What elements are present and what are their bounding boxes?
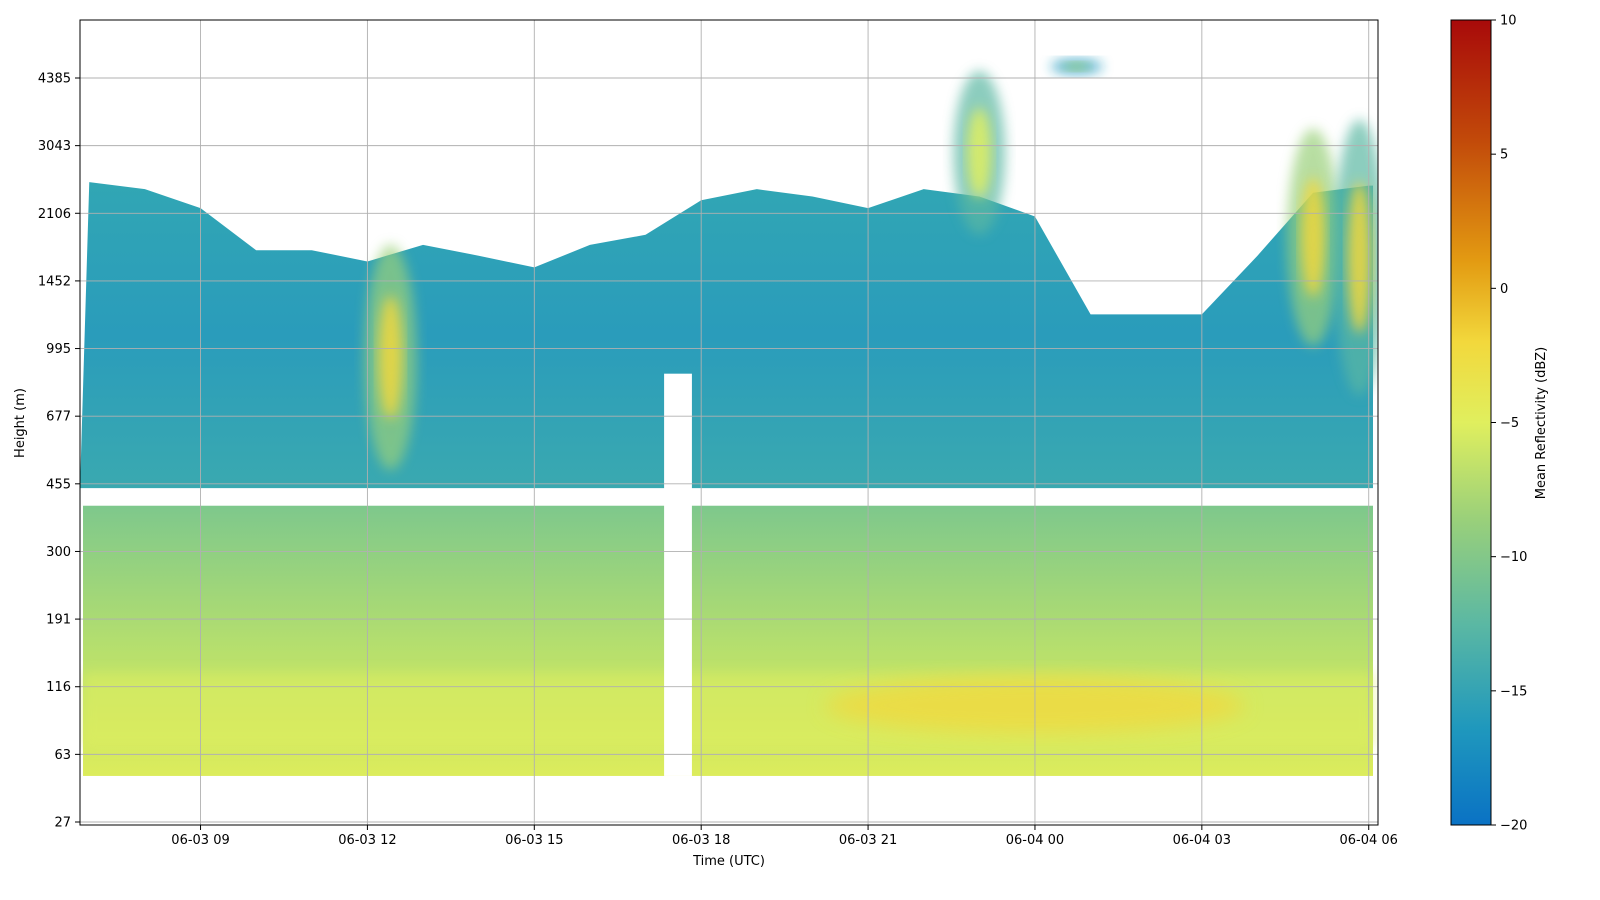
x-tick-label: 06-03 15 — [505, 833, 563, 848]
feature-core — [1301, 177, 1326, 298]
y-tick-label: 3043 — [38, 139, 71, 154]
colorbar-tick-label: −20 — [1500, 819, 1527, 834]
x-axis-ticks: 06-03 09 06-03 12 06-03 15 06-03 18 06-03 21… — [171, 825, 1398, 848]
x-tick-label: 06-03 21 — [839, 833, 897, 848]
y-tick-label: 2106 — [38, 207, 71, 222]
feature-core — [1347, 181, 1372, 334]
y-tick-label: 191 — [46, 613, 71, 628]
colorbar-tick-label: −15 — [1500, 684, 1527, 699]
gridlines — [80, 20, 1378, 825]
x-axis-label: Time (UTC) — [692, 854, 765, 869]
y-tick-label: 63 — [54, 748, 71, 763]
x-tick-label: 06-04 06 — [1340, 833, 1398, 848]
colorbar-ticks: 10 5 0 −5 −10 −15 −20 — [1491, 14, 1527, 834]
upper-cloud-layer — [80, 182, 1373, 489]
colorbar-tick-label: −5 — [1500, 416, 1519, 431]
y-tick-label: 116 — [46, 680, 71, 695]
y-tick-label: 4385 — [38, 72, 71, 87]
colorbar-tick-label: 5 — [1500, 148, 1508, 163]
y-tick-label: 995 — [46, 342, 71, 357]
y-tick-label: 27 — [54, 816, 71, 831]
feature-core — [967, 107, 992, 198]
x-tick-label: 06-03 09 — [171, 833, 229, 848]
data-gap — [664, 373, 692, 776]
feature-core — [1064, 62, 1089, 71]
colorbar: 10 5 0 −5 −10 −15 −20 Mean Reflectivity (dBZ) — [1450, 14, 1549, 834]
x-tick-label: 06-03 12 — [338, 833, 396, 848]
plot-frame — [79, 19, 1379, 826]
colorbar-tick-label: 0 — [1500, 282, 1508, 297]
y-tick-label: 300 — [46, 545, 71, 560]
plot-area — [80, 58, 1378, 776]
y-tick-label: 455 — [46, 477, 71, 492]
x-tick-label: 06-04 00 — [1006, 833, 1064, 848]
colorbar-label: Mean Reflectivity (dBZ) — [1534, 347, 1549, 500]
y-axis-label: Height (m) — [13, 388, 28, 458]
y-tick-label: 677 — [46, 410, 71, 425]
y-tick-label: 1452 — [38, 274, 71, 289]
x-tick-label: 06-04 03 — [1173, 833, 1231, 848]
colorbar-tick-label: −10 — [1500, 550, 1527, 565]
x-tick-label: 06-03 18 — [672, 833, 730, 848]
colorbar-tick-label: 10 — [1500, 14, 1517, 29]
feature-core — [378, 295, 403, 420]
reflectivity-features — [83, 58, 1378, 748]
colorbar-bar — [1450, 19, 1492, 826]
y-axis-ticks: 27 63 116 191 300 455 677 995 1452 2106 3043 4385 — [38, 72, 80, 831]
